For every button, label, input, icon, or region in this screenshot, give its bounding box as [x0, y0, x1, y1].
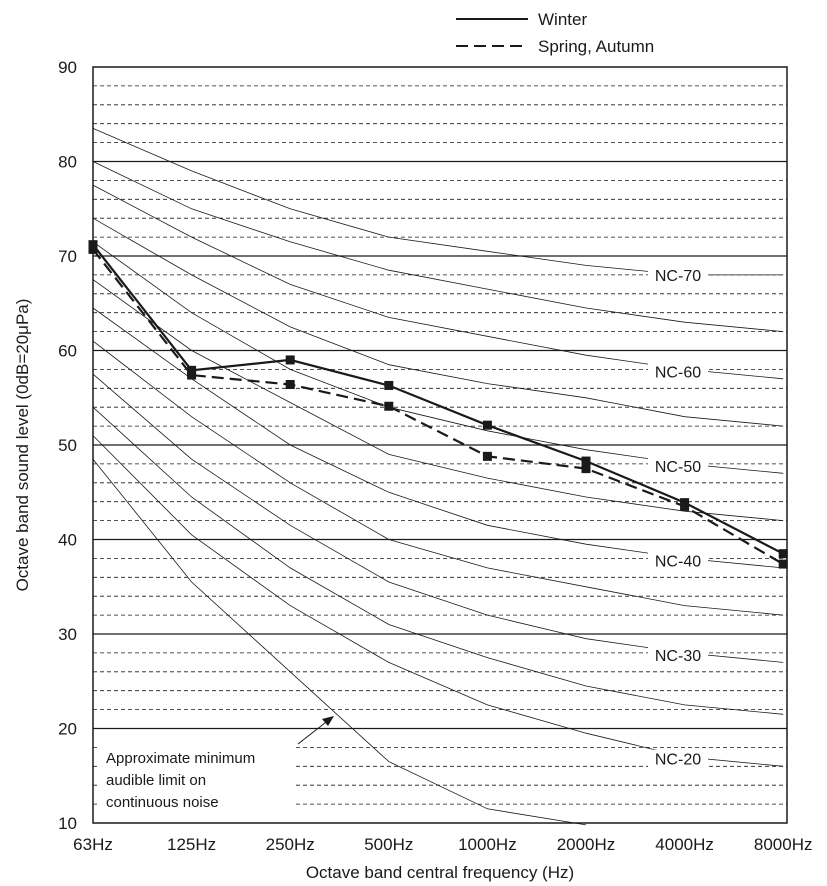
nc-label-bg [648, 645, 708, 666]
data-point-marker [778, 549, 788, 559]
legend-label: Spring, Autumn [538, 37, 654, 56]
legend-label: Winter [538, 10, 587, 29]
annotation-text: audible limit on [106, 772, 206, 789]
audible-limit-curve [92, 458, 587, 826]
data-point-marker [285, 380, 295, 390]
annotation-bg [98, 743, 296, 815]
data-point-marker [285, 355, 295, 365]
nc-curve [92, 161, 784, 332]
nc-label-bg [648, 265, 708, 286]
nc-curve [92, 340, 784, 616]
nc-curves: NC-70 NC-60 NC-50 NC-40 NC-30 NC-20 [92, 128, 784, 770]
nc-label-bg [648, 456, 708, 477]
series-line-spring-autumn [92, 248, 784, 566]
nc-label-bg [648, 749, 708, 770]
x-tick-label: 2000Hz [557, 835, 616, 854]
nc-curve [92, 217, 784, 427]
x-tick-label: 8000Hz [754, 835, 813, 854]
nc-label-bg [648, 551, 708, 572]
data-point-marker [384, 401, 394, 411]
y-tick-label: 10 [58, 814, 77, 833]
nc-curve-label: NC-60 [655, 364, 701, 381]
nc-curve-label: NC-40 [655, 553, 701, 570]
y-tick-label: 20 [58, 720, 77, 739]
series-line-winter [92, 244, 784, 555]
annotation-arrow-line [297, 718, 331, 745]
data-point-marker [680, 501, 690, 511]
data-point-marker [482, 420, 492, 430]
x-tick-label: 500Hz [364, 835, 413, 854]
annotation-text: Approximate minimum [106, 750, 255, 767]
x-tick-labels: 63Hz 125Hz 250Hz 500Hz 1000Hz 2000Hz 4000Hz 800… [73, 835, 812, 854]
y-tick-label: 50 [58, 436, 77, 455]
nc-curve-label: NC-50 [655, 459, 701, 476]
data-point-marker [581, 456, 591, 466]
nc-label-bg [648, 362, 708, 383]
x-tick-label: 4000Hz [655, 835, 714, 854]
nc-curve-label: NC-20 [655, 752, 701, 769]
data-point-marker [187, 370, 197, 380]
y-tick-label: 90 [58, 58, 77, 77]
x-tick-label: 125Hz [167, 835, 216, 854]
nc-curve-label: NC-30 [655, 648, 701, 665]
y-axis-title: Octave band sound level (0dB=20μPa) [13, 299, 32, 592]
y-tick-label: 70 [58, 247, 77, 266]
annotation-arrowhead [322, 716, 334, 726]
x-axis-title: Octave band central frequency (Hz) [306, 863, 574, 882]
data-point-marker [384, 380, 394, 390]
nc-curve-label: NC-70 [655, 268, 701, 285]
y-tick-labels: 10 20 30 40 50 60 70 80 90 [58, 58, 77, 833]
y-tick-label: 40 [58, 531, 77, 550]
nc-curve [92, 406, 784, 715]
x-tick-label: 1000Hz [458, 835, 517, 854]
legend: Winter Spring, Autumn [456, 10, 654, 56]
data-point-marker [581, 464, 591, 474]
x-tick-label: 63Hz [73, 835, 113, 854]
y-tick-label: 30 [58, 625, 77, 644]
annotation-text: continuous noise [106, 794, 219, 811]
y-tick-label: 60 [58, 342, 77, 361]
nc-curve [92, 279, 784, 521]
plot-frame [92, 66, 788, 824]
x-tick-label: 250Hz [266, 835, 315, 854]
audible-limit: Approximate minimum audible limit on conti… [92, 458, 587, 826]
data-point-marker [187, 365, 197, 375]
y-tick-label: 80 [58, 153, 77, 172]
data-point-marker [778, 559, 788, 569]
data-point-marker [482, 451, 492, 461]
